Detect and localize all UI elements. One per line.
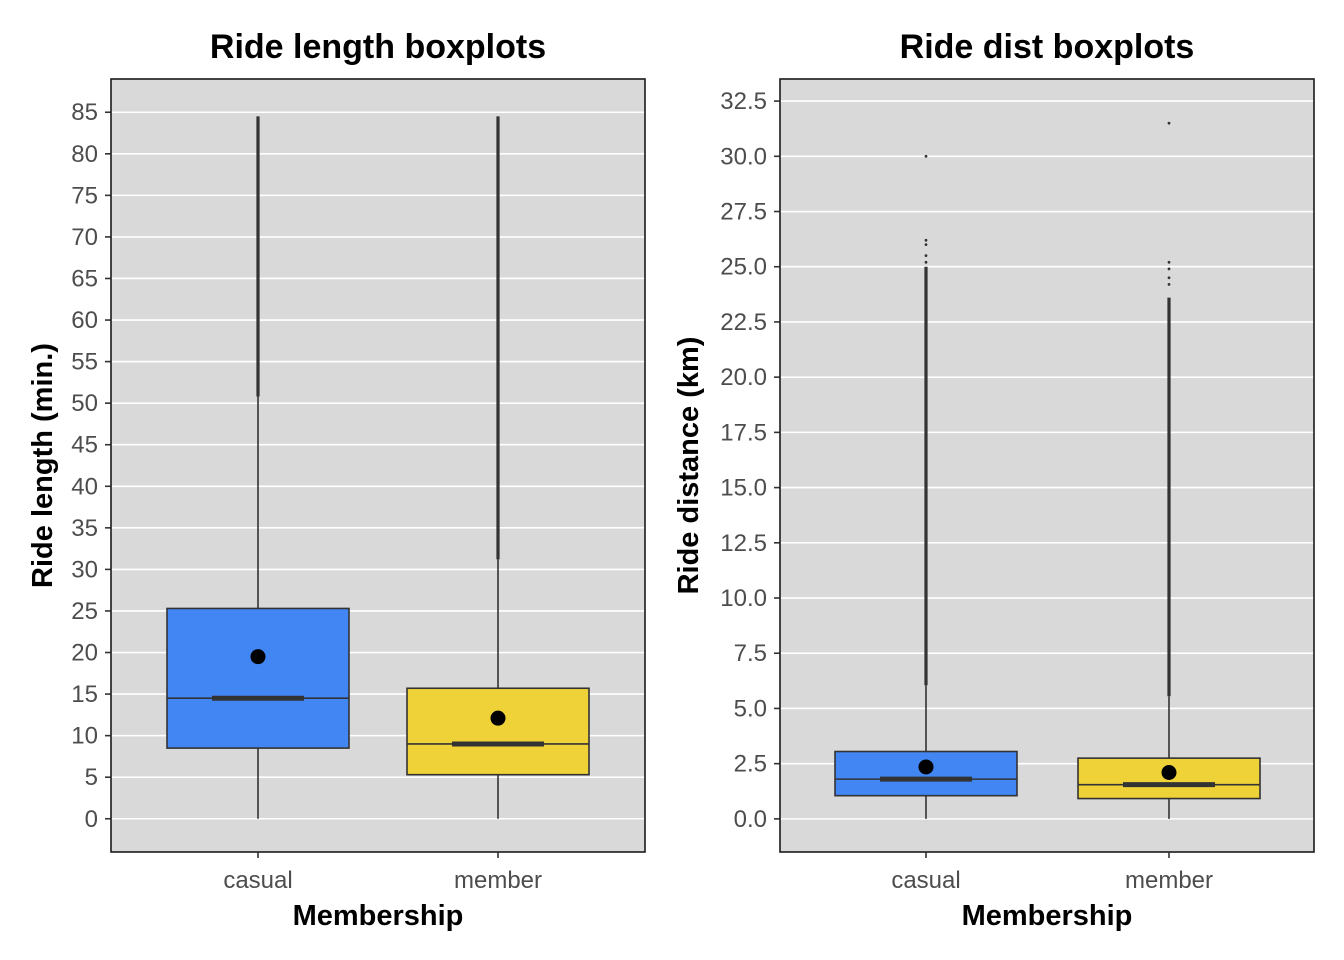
y-tick-label: 5 bbox=[85, 764, 98, 791]
chart-panel-1: 0 5 10 15 20 25 30 35 40 45 50 55 60 65 70 75 80 85 casual… bbox=[27, 28, 646, 932]
y-tick-label: 7.5 bbox=[734, 640, 767, 667]
y-tick-label: 5.0 bbox=[734, 695, 767, 722]
y-tick-label: 0 bbox=[85, 806, 98, 833]
y-tick-label: 25.0 bbox=[720, 254, 767, 281]
outlier-point bbox=[924, 238, 928, 242]
y-tick-label: 15.0 bbox=[720, 475, 767, 502]
x-tick-label-casual: casual bbox=[223, 867, 292, 894]
outlier-point bbox=[924, 243, 928, 247]
y-tick-label: 60 bbox=[71, 307, 98, 334]
outlier-point bbox=[1167, 267, 1171, 271]
plot-background bbox=[780, 79, 1314, 852]
chart-title: Ride dist boxplots bbox=[900, 28, 1195, 66]
y-tick-label: 12.5 bbox=[720, 530, 767, 557]
x-tick-label-member: member bbox=[1125, 867, 1213, 894]
y-tick-label: 22.5 bbox=[720, 309, 767, 336]
y-tick-label: 2.5 bbox=[734, 751, 767, 778]
box-member bbox=[406, 116, 590, 819]
outlier-point bbox=[1167, 121, 1171, 125]
mean-point bbox=[490, 710, 506, 726]
y-tick-label: 15 bbox=[71, 681, 98, 708]
y-tick-label: 70 bbox=[71, 224, 98, 251]
outlier-point bbox=[924, 154, 928, 158]
box-rect bbox=[166, 607, 350, 749]
box-member bbox=[1077, 121, 1261, 819]
y-tick-label: 80 bbox=[71, 141, 98, 168]
y-tick-label: 17.5 bbox=[720, 419, 767, 446]
y-tick-label: 55 bbox=[71, 349, 98, 376]
y-tick-label: 27.5 bbox=[720, 199, 767, 226]
box-casual bbox=[834, 154, 1018, 819]
outlier-point bbox=[924, 254, 928, 258]
y-tick-label: 45 bbox=[71, 432, 98, 459]
y-tick-label: 10 bbox=[71, 723, 98, 750]
y-tick-label: 85 bbox=[71, 99, 98, 126]
outlier-point bbox=[924, 260, 928, 264]
y-tick-label: 20 bbox=[71, 640, 98, 667]
y-tick-label: 20.0 bbox=[720, 364, 767, 391]
x-axis-title: Membership bbox=[962, 900, 1133, 932]
y-tick-label: 30.0 bbox=[720, 143, 767, 170]
plot-frame bbox=[779, 78, 1315, 853]
y-tick-label: 10.0 bbox=[720, 585, 767, 612]
x-tick-label-casual: casual bbox=[891, 867, 960, 894]
y-tick-label: 30 bbox=[71, 556, 98, 583]
mean-point bbox=[918, 759, 934, 775]
box-casual bbox=[166, 116, 350, 819]
mean-point bbox=[250, 649, 266, 665]
y-tick-label: 25 bbox=[71, 598, 98, 625]
y-tick-label: 65 bbox=[71, 265, 98, 292]
y-tick-label: 75 bbox=[71, 182, 98, 209]
box-rect bbox=[406, 687, 590, 776]
x-tick-label-member: member bbox=[454, 867, 542, 894]
outlier-point bbox=[1167, 276, 1171, 280]
chart-title: Ride length boxplots bbox=[210, 28, 546, 66]
y-tick-label: 32.5 bbox=[720, 88, 767, 115]
chart-panel-2: 0.0 2.5 5.0 7.5 10.0 12.5 15.0 17.5 20.0 22.5 25.0… bbox=[673, 28, 1315, 932]
y-tick-label: 0.0 bbox=[734, 806, 767, 833]
outlier-point bbox=[1167, 282, 1171, 286]
plot-frame bbox=[110, 78, 646, 853]
y-tick-label: 40 bbox=[71, 473, 98, 500]
outlier-point bbox=[1167, 260, 1171, 264]
y-axis-title: Ride length (min.) bbox=[27, 343, 59, 588]
x-axis-title: Membership bbox=[293, 900, 464, 932]
y-axis-title: Ride distance (km) bbox=[673, 337, 705, 595]
y-tick-label: 50 bbox=[71, 390, 98, 417]
y-tick-label: 35 bbox=[71, 515, 98, 542]
mean-point bbox=[1161, 764, 1177, 780]
